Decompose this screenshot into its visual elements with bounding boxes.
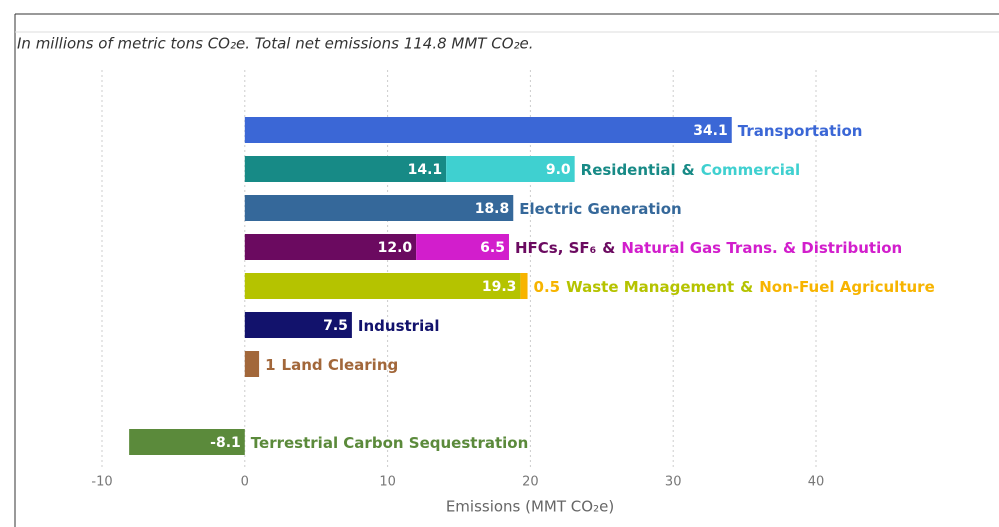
label-part: Commercial <box>701 161 800 179</box>
label-part: Industrial <box>358 317 440 335</box>
bar-segment <box>244 234 417 260</box>
label-part: Natural Gas Trans. & Distribution <box>621 239 902 257</box>
bar-segment <box>520 273 528 299</box>
label-part: & <box>740 278 753 296</box>
label-part: Transportation <box>738 122 863 140</box>
value-label: 0.5 <box>534 278 561 296</box>
category-label: Electric Generation <box>519 200 681 218</box>
category-label: Industrial <box>358 317 440 335</box>
bar-segment <box>244 117 732 143</box>
label-part: Electric Generation <box>519 200 681 218</box>
value-label: -8.1 <box>210 435 241 451</box>
bar-segment <box>244 156 447 182</box>
bar-segment <box>244 195 514 221</box>
bar-segment <box>129 429 245 455</box>
category-label: 1 Land Clearing <box>265 356 398 374</box>
category-label: Transportation <box>738 122 863 140</box>
label-part: Land Clearing <box>282 356 399 374</box>
value-label: 14.1 <box>408 162 443 178</box>
category-label: Residential & Commercial <box>581 161 801 179</box>
bar-segment <box>244 312 352 338</box>
label-part: & <box>682 161 695 179</box>
label-part: & <box>602 239 615 257</box>
x-tick-label: 20 <box>522 475 539 490</box>
bar-segment <box>244 273 521 299</box>
label-part: Non-Fuel Agriculture <box>759 278 935 296</box>
chart-title: In millions of metric tons CO₂e. Total n… <box>17 35 534 53</box>
x-tick-label: 30 <box>665 475 682 490</box>
value-label: 34.1 <box>693 123 728 139</box>
x-tick-label: 0 <box>241 475 249 490</box>
x-tick-label: 40 <box>808 475 825 490</box>
value-label: 19.3 <box>482 279 517 295</box>
label-part: Waste Management <box>566 278 734 296</box>
label-part: HFCs, SF₆ <box>515 239 596 257</box>
category-label: Terrestrial Carbon Sequestration <box>251 434 528 452</box>
category-label: HFCs, SF₆ & Natural Gas Trans. & Distribut… <box>515 239 902 257</box>
bar-segment <box>244 351 260 377</box>
bar-segment <box>416 234 509 260</box>
label-part: Residential <box>581 161 676 179</box>
category-label: 0.5 Waste Management & Non-Fuel Agriculture <box>534 278 935 296</box>
value-label: 1 <box>265 356 275 374</box>
bar-segment <box>446 156 575 182</box>
x-axis-label: Emissions (MMT CO₂e) <box>446 498 614 516</box>
x-tick-label: -10 <box>91 475 112 490</box>
value-label: 7.5 <box>323 318 348 334</box>
x-tick-label: 10 <box>379 475 396 490</box>
value-label: 18.8 <box>475 201 510 217</box>
value-label: 9.0 <box>546 162 571 178</box>
value-label: 12.0 <box>378 240 413 256</box>
value-label: 6.5 <box>480 240 505 256</box>
label-part: Terrestrial Carbon Sequestration <box>251 434 528 452</box>
